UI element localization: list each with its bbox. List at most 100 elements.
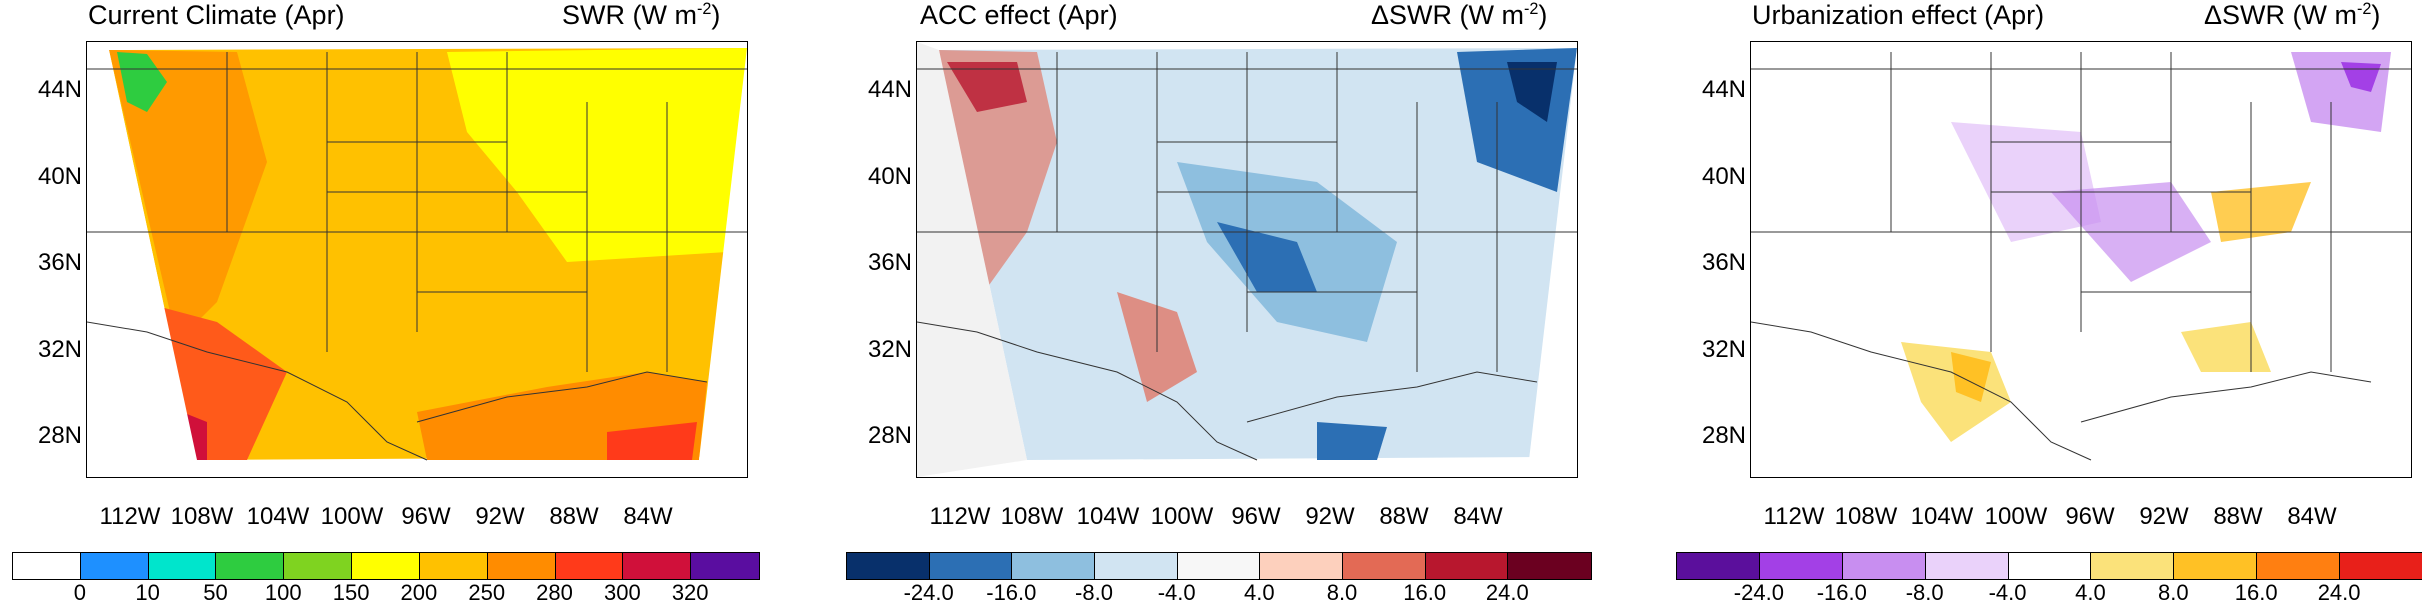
panel-title-right: ΔSWR (W m-2) — [2204, 0, 2381, 30]
lon-label: 104W — [246, 503, 310, 530]
panel-title-right: SWR (W m-2) — [562, 0, 721, 30]
lon-label: 84W — [2287, 503, 2337, 530]
colorbar-tick-label: 100 — [264, 580, 302, 605]
lon-label: 100W — [320, 503, 384, 530]
lon-label: 112W — [929, 503, 991, 530]
colorbar-box — [1759, 553, 1843, 579]
colorbar-tick-label: -4.0 — [1988, 580, 2027, 605]
field-gulf-max — [607, 422, 697, 460]
lat-label: 28N — [37, 422, 82, 449]
lon-label: 96W — [1231, 503, 1281, 530]
lon-label: 104W — [1076, 503, 1140, 530]
colorbar-acc-effect — [846, 552, 1592, 580]
lat-label: 32N — [867, 336, 912, 363]
colorbar-tick-label: -4.0 — [1157, 580, 1196, 605]
colorbar-tick-label: -24.0 — [1733, 580, 1784, 605]
colorbar-box — [1677, 553, 1760, 579]
lon-label: 104W — [1910, 503, 1974, 530]
colorbar-box — [1260, 553, 1343, 579]
colorbar-tick-label: 300 — [604, 580, 641, 605]
lat-label: 44N — [1701, 76, 1746, 103]
lat-label: 40N — [37, 163, 82, 190]
panel-title-left: Current Climate (Apr) — [88, 0, 345, 30]
colorbar-tick-label: -16.0 — [1816, 580, 1867, 605]
colorbar-tick-label: 24.0 — [1485, 580, 1529, 605]
lat-label: 28N — [867, 422, 912, 449]
lon-label: 112W — [1763, 503, 1825, 530]
lat-label: 36N — [37, 249, 82, 276]
map-acc-effect — [916, 41, 1578, 478]
colorbar-tick-label: -8.0 — [1075, 580, 1113, 605]
colorbar-box — [1925, 553, 2009, 579]
colorbar-box — [1094, 553, 1178, 579]
map-svg — [1751, 48, 2411, 477]
map-svg — [917, 42, 1577, 477]
panel-current-climate: Current Climate (Apr) SWR (W m-2) — [0, 0, 800, 601]
colorbar-tick-label: 0 — [73, 580, 86, 605]
colorbar-tick-label: 320 — [671, 580, 709, 605]
colorbar-tick-label: -8.0 — [1905, 580, 1944, 605]
colorbar-box — [2257, 553, 2340, 579]
colorbar-box — [2340, 553, 2422, 579]
lon-label: 92W — [475, 503, 525, 530]
colorbar-box — [929, 553, 1013, 579]
colorbar-box — [1012, 553, 1095, 579]
lat-label: 28N — [1701, 422, 1746, 449]
colorbar-box — [691, 553, 759, 579]
map-svg — [87, 42, 747, 477]
colorbar-tick-label: -16.0 — [986, 580, 1037, 605]
colorbar-tick-label: 16.0 — [2234, 580, 2278, 605]
panel-title-left: Urbanization effect (Apr) — [1752, 0, 2045, 30]
lat-label: 44N — [867, 76, 912, 103]
colorbar-box — [1842, 553, 1926, 579]
colorbar-box — [419, 553, 488, 579]
lon-label: 84W — [623, 503, 673, 530]
colorbar-current-climate — [12, 552, 760, 580]
lon-label: 88W — [549, 503, 599, 530]
lon-label: 88W — [2213, 503, 2263, 530]
colorbar-tick-label: 200 — [400, 580, 438, 605]
colorbar-box — [13, 553, 81, 579]
lat-label: 32N — [37, 336, 82, 363]
colorbar-box — [623, 553, 692, 579]
lat-label: 40N — [1701, 163, 1746, 190]
colorbar-box — [148, 553, 217, 579]
colorbar-box — [352, 553, 420, 579]
lat-label: 36N — [1701, 249, 1746, 276]
lon-label: 84W — [1453, 503, 1503, 530]
colorbar-tick-label: -24.0 — [903, 580, 954, 605]
panel-urbanization-effect: Urbanization effect (Apr) ΔSWR (W m-2) 4… — [1620, 0, 2420, 601]
colorbar-tick-label: 24.0 — [2317, 580, 2361, 605]
lon-label: 96W — [401, 503, 451, 530]
state-boundaries — [87, 52, 747, 461]
lat-label: 32N — [1701, 336, 1746, 363]
field-high — [447, 48, 747, 262]
colorbar-tick-label: 4.0 — [2075, 580, 2106, 605]
colorbar-tick-label: 16.0 — [1403, 580, 1447, 605]
colorbar-box — [1508, 553, 1591, 579]
map-current-climate — [86, 41, 748, 478]
colorbar-urbanization-effect — [1676, 552, 2422, 580]
colorbar-tick-label: 50 — [203, 580, 228, 605]
colorbar-tick-label: 4.0 — [1244, 580, 1275, 605]
lat-label: 36N — [867, 249, 912, 276]
panel-acc-effect: ACC effect (Apr) ΔSWR (W m-2) 44N — [830, 0, 1630, 601]
colorbar-box — [847, 553, 930, 579]
lon-label: 96W — [2065, 503, 2115, 530]
lon-label: 100W — [1150, 503, 1214, 530]
colorbar-tick-label: 8.0 — [2158, 580, 2189, 605]
colorbar-tick-label: 10 — [135, 580, 160, 605]
colorbar-box — [2008, 553, 2092, 579]
colorbar-tick-label: 250 — [468, 580, 506, 605]
field-sw — [142, 302, 287, 460]
lon-label: 92W — [2139, 503, 2189, 530]
colorbar-box — [284, 553, 353, 579]
lat-label: 44N — [37, 76, 82, 103]
colorbar-box — [555, 553, 624, 579]
field-green — [117, 52, 167, 112]
colorbar-tick-label: 8.0 — [1326, 580, 1358, 605]
colorbar-box — [2174, 553, 2258, 579]
lon-label: 108W — [1000, 503, 1064, 530]
colorbar-box — [487, 553, 556, 579]
colorbar-box — [1425, 553, 1509, 579]
